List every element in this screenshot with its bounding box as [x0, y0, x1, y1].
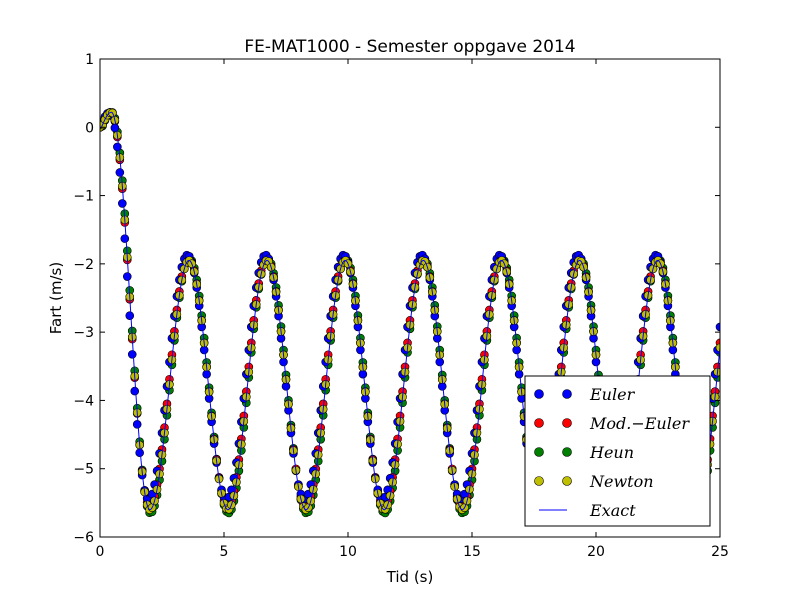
x-tick-label: 10 [339, 544, 357, 560]
data-point [130, 386, 140, 396]
data-point [125, 311, 135, 320]
data-point [715, 343, 720, 353]
legend-marker [562, 418, 572, 428]
data-point [113, 142, 122, 152]
legend-marker [534, 476, 544, 486]
y-tick-label: −5 [73, 462, 94, 478]
legend-marker [562, 389, 572, 399]
plot-area [100, 107, 720, 518]
y-tick-label: −2 [73, 257, 94, 273]
data-point [118, 199, 127, 208]
x-tick-label: 5 [220, 544, 229, 560]
legend-label: Exact [589, 501, 636, 520]
data-point [120, 234, 130, 243]
legend-marker [534, 389, 544, 399]
legend-label: Mod.−Euler [589, 414, 690, 433]
legend-label: Euler [589, 385, 636, 404]
chart-title: FE-MAT1000 - Semester oppgave 2014 [244, 37, 575, 57]
y-tick-label: −6 [73, 530, 94, 546]
data-point [127, 350, 137, 359]
legend-label: Heun [589, 443, 634, 462]
x-tick-label: 0 [96, 544, 105, 560]
y-tick-label: −4 [73, 393, 94, 409]
legend-box [524, 375, 711, 527]
y-tick-label: −1 [73, 189, 94, 205]
y-tick-label: 0 [85, 120, 94, 136]
legend-marker [562, 476, 572, 486]
legend: Euler Mod.−Euler Heun Newton Exact [524, 375, 711, 527]
plot-frame [99, 58, 721, 538]
y-axis-title: Fart (m/s) [47, 262, 65, 334]
y-tick-label: −3 [73, 325, 94, 341]
y-tick-label: 1 [85, 52, 94, 68]
x-tick-label: 15 [463, 544, 481, 560]
data-point [132, 420, 142, 429]
x-axis-title: Tid (s) [386, 568, 434, 586]
x-tick-label: 25 [711, 544, 729, 560]
data-point [110, 123, 120, 133]
x-tick-label: 20 [587, 544, 605, 560]
legend-marker [534, 447, 544, 457]
data-point [122, 272, 132, 281]
legend-marker [534, 418, 544, 428]
data-point [715, 322, 720, 332]
data-point [115, 168, 125, 177]
legend-marker [562, 447, 572, 457]
legend-label: Newton [589, 472, 654, 491]
